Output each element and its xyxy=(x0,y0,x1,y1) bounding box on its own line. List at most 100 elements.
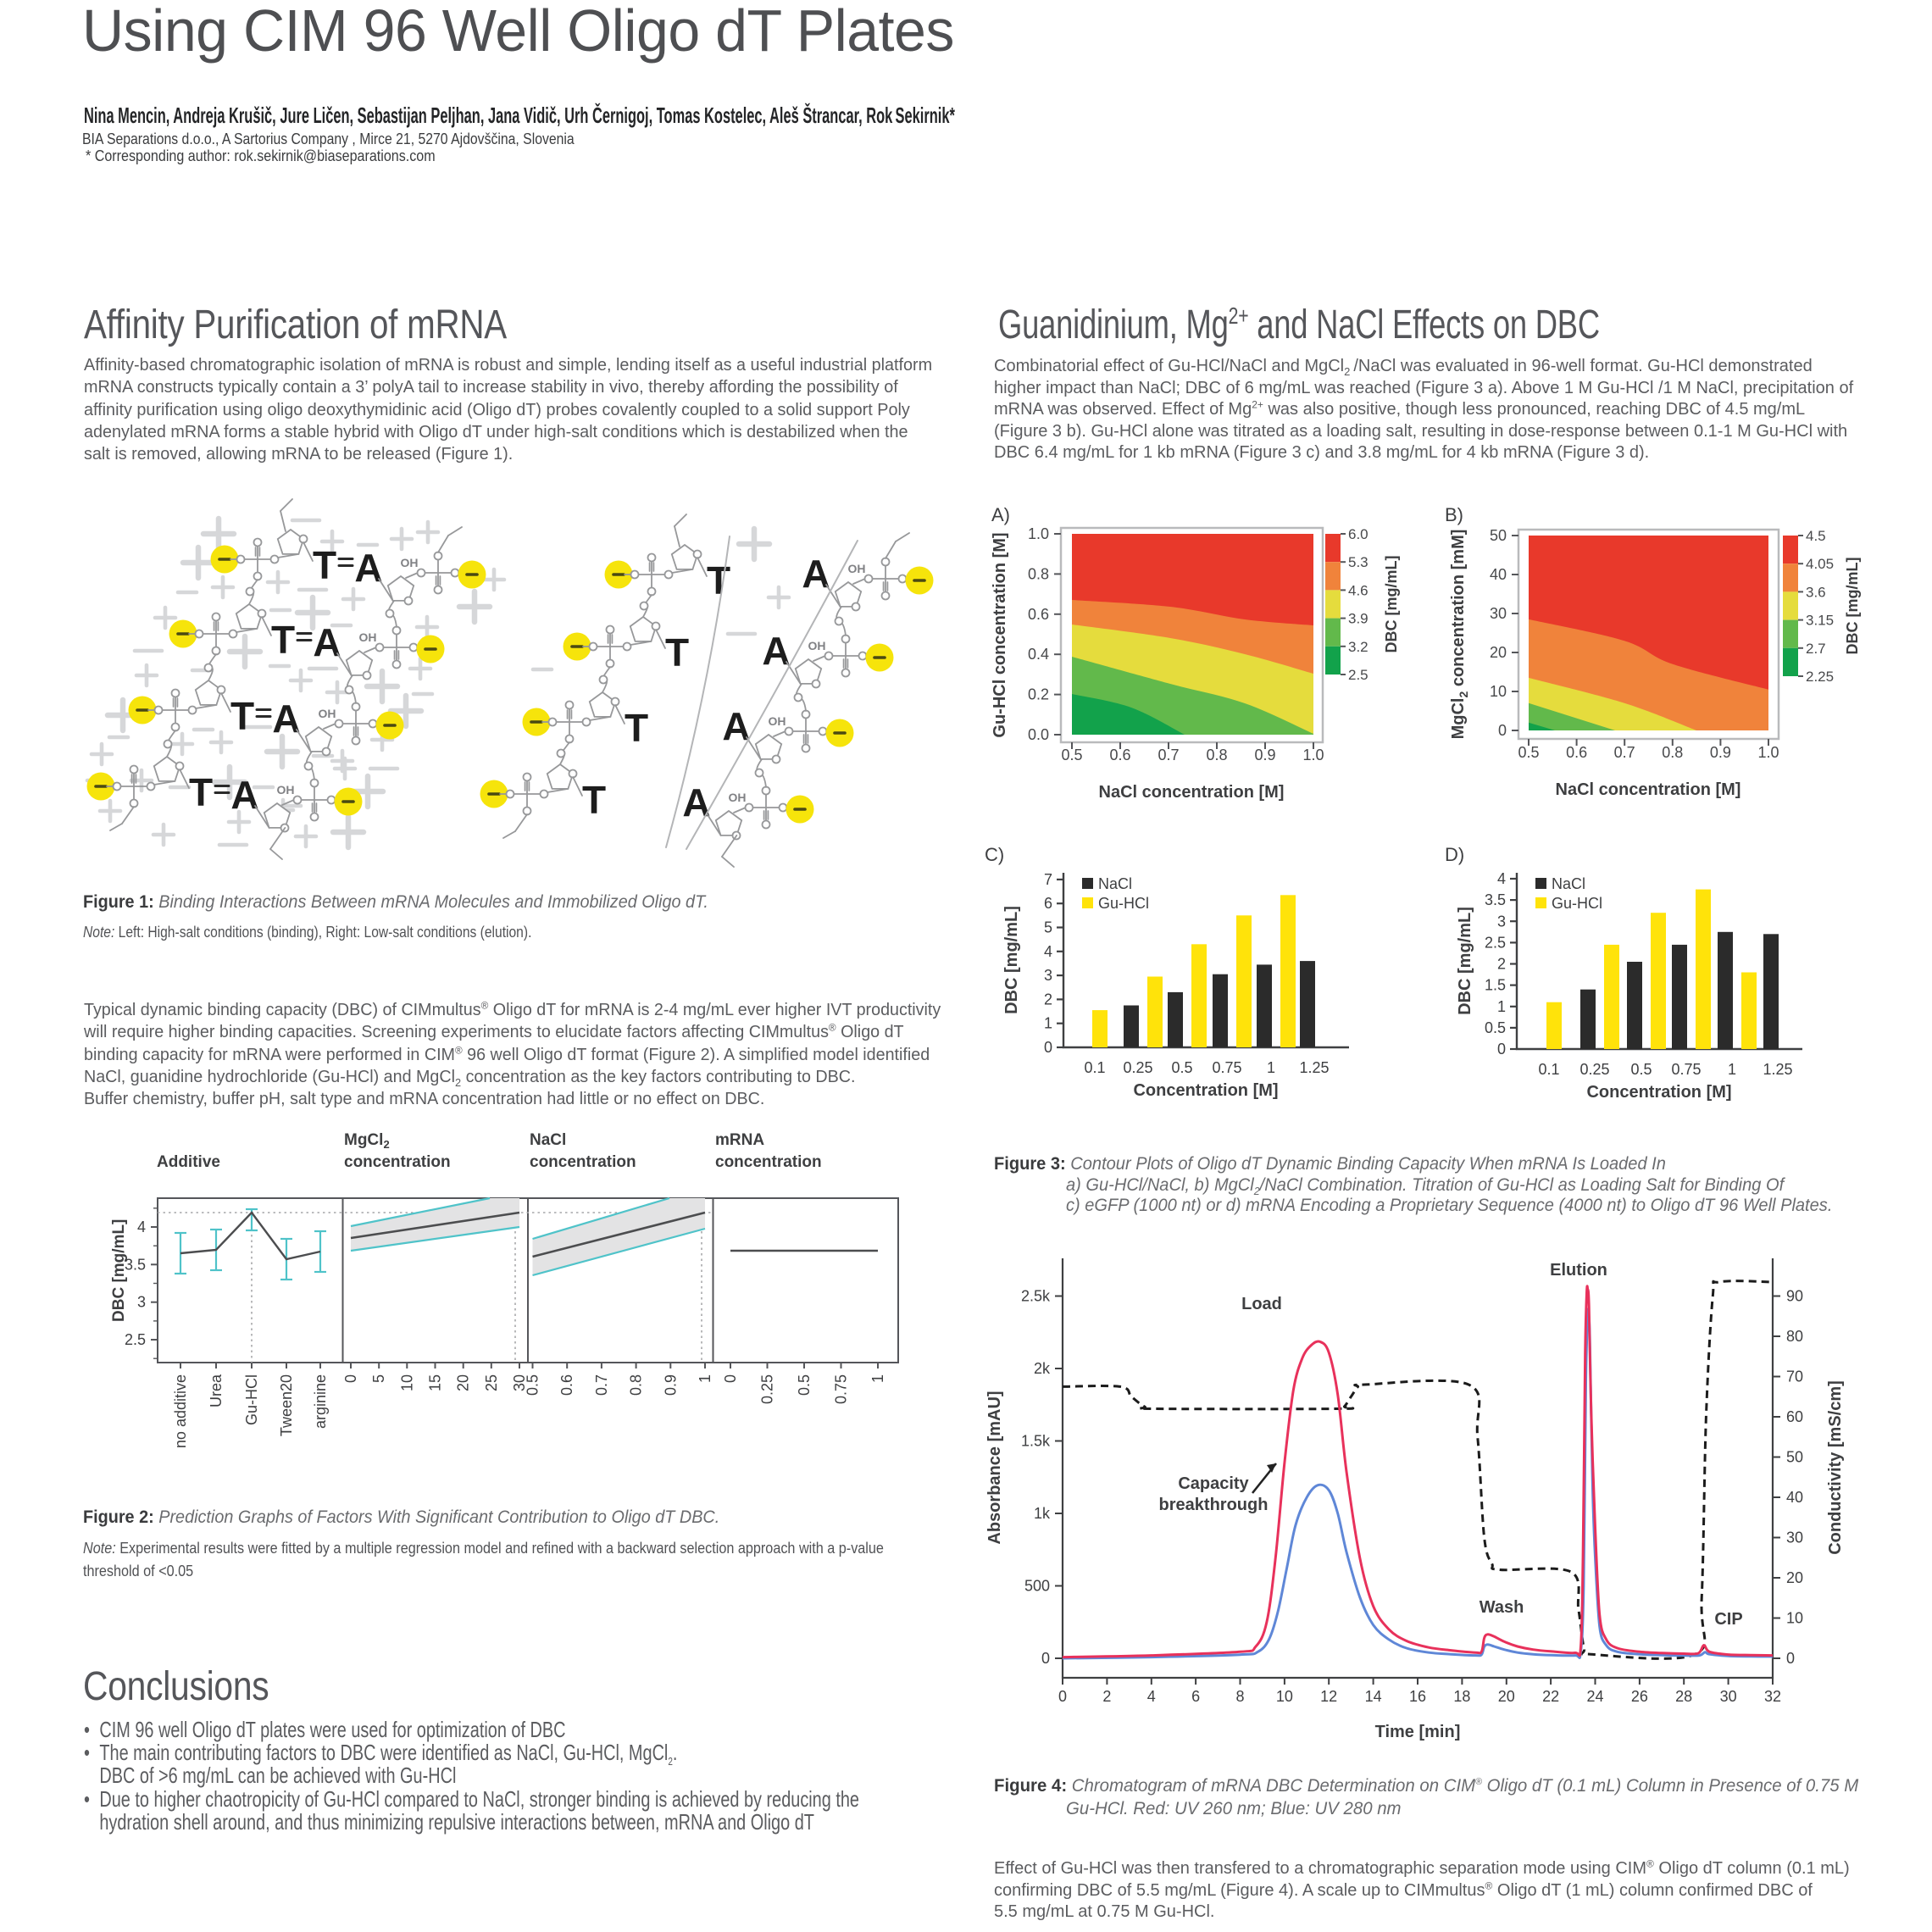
svg-text:breakthrough: breakthrough xyxy=(1159,1496,1269,1514)
svg-text:A: A xyxy=(272,697,300,741)
svg-text:0: 0 xyxy=(1058,1688,1067,1705)
svg-text:T: T xyxy=(230,694,254,738)
svg-text:5: 5 xyxy=(370,1374,387,1383)
svg-text:OH: OH xyxy=(769,714,786,728)
svg-text:A: A xyxy=(722,704,750,748)
svg-text:0.7: 0.7 xyxy=(1614,744,1635,761)
svg-text:CIP: CIP xyxy=(1714,1610,1742,1629)
svg-text:30: 30 xyxy=(511,1374,528,1391)
svg-text:0.25: 0.25 xyxy=(759,1374,776,1404)
svg-text:18: 18 xyxy=(1453,1688,1470,1705)
svg-text:20: 20 xyxy=(455,1374,472,1391)
svg-text:0.25: 0.25 xyxy=(1123,1059,1152,1076)
svg-text:0.75: 0.75 xyxy=(1212,1059,1241,1076)
svg-text:Absorbance [mAU]: Absorbance [mAU] xyxy=(985,1391,1004,1544)
svg-text:0.5: 0.5 xyxy=(525,1374,541,1396)
svg-text:NaCl: NaCl xyxy=(530,1131,566,1149)
svg-text:80: 80 xyxy=(1786,1328,1803,1345)
svg-text:Conductivity [mS/cm]: Conductivity [mS/cm] xyxy=(1826,1380,1845,1555)
svg-text:2k: 2k xyxy=(1034,1360,1051,1377)
svg-text:T: T xyxy=(189,770,213,814)
svg-text:2.5: 2.5 xyxy=(1485,934,1506,951)
svg-text:10: 10 xyxy=(1276,1688,1293,1705)
svg-text:3: 3 xyxy=(1044,967,1052,984)
svg-text:15: 15 xyxy=(427,1374,444,1391)
svg-text:20: 20 xyxy=(1498,1688,1515,1705)
svg-text:0.9: 0.9 xyxy=(662,1374,679,1396)
svg-text:0.5: 0.5 xyxy=(1485,1019,1506,1036)
svg-text:4: 4 xyxy=(1497,870,1506,887)
svg-text:OH: OH xyxy=(277,783,295,797)
svg-text:mRNA: mRNA xyxy=(715,1131,764,1149)
svg-text:6: 6 xyxy=(1191,1688,1200,1705)
svg-text:Concentration [M]: Concentration [M] xyxy=(1133,1081,1278,1100)
svg-text:4.05: 4.05 xyxy=(1806,556,1834,572)
svg-text:no additive: no additive xyxy=(172,1374,189,1448)
svg-text:Gu-HCl: Gu-HCl xyxy=(243,1374,260,1425)
svg-text:3.15: 3.15 xyxy=(1806,613,1834,629)
svg-text:30: 30 xyxy=(1786,1530,1803,1546)
svg-text:2.5: 2.5 xyxy=(125,1331,146,1348)
svg-text:Urea: Urea xyxy=(208,1374,225,1407)
svg-text:T: T xyxy=(625,706,648,750)
svg-text:0: 0 xyxy=(1498,722,1507,739)
svg-text:OH: OH xyxy=(848,562,866,575)
svg-text:5.3: 5.3 xyxy=(1348,554,1368,570)
svg-text:0.5: 0.5 xyxy=(1630,1061,1652,1078)
svg-text:0.1: 0.1 xyxy=(1084,1059,1105,1076)
svg-text:A): A) xyxy=(991,504,1010,525)
svg-text:60: 60 xyxy=(1786,1408,1803,1425)
svg-text:4: 4 xyxy=(1147,1688,1156,1705)
svg-text:3.2: 3.2 xyxy=(1348,639,1368,655)
svg-text:8: 8 xyxy=(1235,1688,1244,1705)
svg-text:0: 0 xyxy=(1044,1039,1052,1056)
svg-text:0.5: 0.5 xyxy=(1061,747,1082,763)
svg-text:1: 1 xyxy=(869,1374,886,1383)
svg-text:3.6: 3.6 xyxy=(1806,584,1826,600)
svg-text:1.5k: 1.5k xyxy=(1021,1433,1051,1450)
svg-text:3.5: 3.5 xyxy=(125,1256,146,1273)
svg-text:D): D) xyxy=(1445,844,1464,865)
svg-text:1: 1 xyxy=(1267,1059,1275,1076)
svg-text:3: 3 xyxy=(1497,913,1506,930)
svg-text:2.5k: 2.5k xyxy=(1021,1288,1051,1305)
svg-text:6.0: 6.0 xyxy=(1348,526,1368,542)
svg-text:28: 28 xyxy=(1675,1688,1692,1705)
svg-text:0.0: 0.0 xyxy=(1028,726,1049,743)
svg-text:7: 7 xyxy=(1044,871,1052,888)
svg-text:1.0: 1.0 xyxy=(1028,525,1049,542)
svg-text:4: 4 xyxy=(1044,943,1052,960)
svg-text:4.5: 4.5 xyxy=(1806,528,1826,544)
svg-text:20: 20 xyxy=(1786,1569,1803,1586)
svg-text:T: T xyxy=(707,558,730,602)
svg-text:T: T xyxy=(665,630,689,675)
svg-text:1: 1 xyxy=(1728,1061,1736,1078)
svg-text:0.8: 0.8 xyxy=(1028,565,1049,582)
svg-text:26: 26 xyxy=(1631,1688,1648,1705)
svg-text:3.9: 3.9 xyxy=(1348,611,1368,627)
svg-text:C): C) xyxy=(985,844,1004,865)
svg-text:OH: OH xyxy=(359,630,377,644)
svg-text:OH: OH xyxy=(808,639,826,652)
svg-text:DBC [mg/mL]: DBC [mg/mL] xyxy=(1383,556,1400,653)
svg-text:0.9: 0.9 xyxy=(1710,744,1731,761)
svg-text:Elution: Elution xyxy=(1550,1261,1607,1280)
svg-text:50: 50 xyxy=(1786,1449,1803,1466)
svg-text:0.1: 0.1 xyxy=(1538,1061,1559,1078)
svg-text:14: 14 xyxy=(1365,1688,1382,1705)
svg-text:0.5: 0.5 xyxy=(1518,744,1539,761)
svg-text:2: 2 xyxy=(1044,991,1052,1008)
svg-text:1.25: 1.25 xyxy=(1299,1059,1329,1076)
svg-text:0.8: 0.8 xyxy=(1662,744,1683,761)
svg-text:12: 12 xyxy=(1320,1688,1337,1705)
svg-text:40: 40 xyxy=(1490,566,1507,583)
svg-text:2.25: 2.25 xyxy=(1806,669,1834,685)
svg-text:1: 1 xyxy=(1044,1015,1052,1032)
svg-text:0.7: 0.7 xyxy=(1158,747,1179,763)
svg-text:A: A xyxy=(230,773,258,817)
svg-text:MgCl2: MgCl2 xyxy=(344,1131,390,1151)
svg-text:10: 10 xyxy=(1786,1610,1803,1627)
svg-text:DBC [mg/mL]: DBC [mg/mL] xyxy=(1456,907,1474,1015)
svg-text:OH: OH xyxy=(729,791,747,804)
svg-text:10: 10 xyxy=(1490,683,1507,700)
